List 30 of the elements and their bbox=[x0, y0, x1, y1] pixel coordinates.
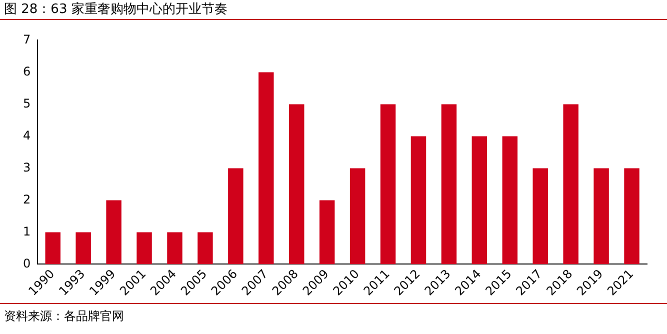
bar bbox=[380, 104, 396, 264]
bar bbox=[563, 104, 578, 264]
y-tick-label: 7 bbox=[22, 32, 31, 46]
y-tick-label: 4 bbox=[22, 128, 31, 142]
bar bbox=[410, 136, 426, 264]
bar bbox=[289, 104, 304, 264]
y-tick-label: 2 bbox=[22, 192, 31, 206]
y-tick-label: 6 bbox=[22, 64, 31, 78]
bar bbox=[76, 232, 91, 264]
bar bbox=[167, 232, 182, 264]
y-tick-label: 3 bbox=[22, 160, 31, 174]
bar bbox=[532, 168, 548, 264]
bar bbox=[45, 232, 60, 264]
bar bbox=[106, 200, 122, 264]
bar bbox=[441, 104, 457, 264]
text: 资料来源：各品牌官网 bbox=[4, 308, 124, 325]
y-tick-label: 0 bbox=[22, 256, 31, 270]
bar bbox=[258, 72, 274, 264]
bar bbox=[624, 168, 640, 264]
bar bbox=[319, 200, 335, 264]
y-tick-label: 1 bbox=[22, 224, 31, 238]
bar bbox=[350, 168, 366, 264]
chart-title: 图 28：63 家重奢购物中心的开业节奏 bbox=[4, 1, 228, 18]
bar bbox=[502, 136, 518, 264]
bar bbox=[198, 232, 213, 264]
bar bbox=[594, 168, 609, 264]
bar bbox=[136, 232, 152, 264]
y-tick-label: 5 bbox=[22, 96, 31, 110]
bar bbox=[228, 168, 244, 264]
bar bbox=[472, 136, 488, 264]
